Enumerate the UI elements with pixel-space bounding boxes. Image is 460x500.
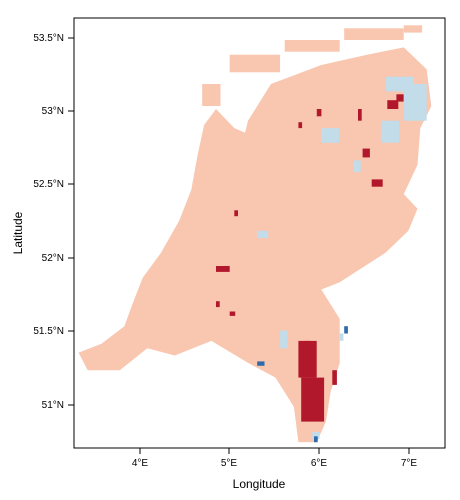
light-blue-patch-2: [403, 84, 427, 121]
dark-red-patch-8: [234, 210, 238, 217]
x-tick-label: 4°E: [132, 458, 149, 469]
patch-layer: [216, 76, 427, 443]
dark-red-patch-5: [362, 148, 370, 158]
y-tick-label: 53°N: [42, 106, 64, 117]
dark-red-patch-1: [387, 100, 399, 109]
dark-red-patch-3: [316, 109, 322, 117]
dark-red-patch-6: [371, 179, 383, 187]
x-axis-title: Longitude: [233, 477, 286, 491]
plot-frame: [73, 17, 446, 449]
x-tick-4: 4°E: [132, 448, 149, 469]
y-tick-label: 52.5°N: [33, 179, 64, 190]
x-tick-7: 7°E: [401, 448, 418, 469]
dark-red-patch-9: [216, 266, 230, 272]
x-tick-label: 5°E: [221, 458, 238, 469]
y-tick-label: 51.5°N: [33, 326, 64, 337]
x-tick-label: 7°E: [401, 458, 418, 469]
y-tick-53.5: 53.5°N: [33, 33, 74, 44]
dark-red-patch-13: [301, 377, 325, 422]
y-tick-52: 52°N: [42, 253, 74, 264]
y-axis-title: Latitude: [11, 211, 25, 254]
y-tick-51: 51°N: [42, 400, 74, 411]
land-region: [78, 47, 432, 443]
wadden-island-3: [284, 40, 340, 52]
light-blue-patch-8: [339, 333, 344, 341]
dark-blue-patch-2: [344, 326, 348, 334]
dark-red-patch-4: [298, 122, 303, 129]
land-layer: [78, 25, 432, 443]
dark-red-patch-11: [216, 301, 220, 308]
land-region-north-holland: [188, 120, 226, 209]
dark-red-patch-7: [358, 109, 362, 121]
x-tick-label: 6°E: [311, 458, 328, 469]
y-tick-label: 52°N: [42, 253, 64, 264]
x-axis: 4°E 5°E 6°E 7°E: [132, 448, 418, 469]
y-tick-51.5: 51.5°N: [33, 326, 74, 337]
y-axis: 53.5°N 53°N 52.5°N 52°N 51.5°N 51°N: [33, 33, 74, 411]
light-blue-patch-5: [353, 160, 361, 173]
dark-blue-patch-1: [257, 361, 265, 366]
y-tick-label: 53.5°N: [33, 33, 64, 44]
dark-red-patch-2: [396, 94, 404, 102]
wadden-island-5: [403, 25, 423, 33]
light-blue-patch-9: [312, 431, 320, 440]
wadden-island-4: [344, 28, 404, 40]
x-tick-5: 5°E: [221, 448, 238, 469]
dark-blue-patch-3: [314, 436, 318, 443]
y-tick-label: 51°N: [42, 400, 64, 411]
dark-red-patch-14: [304, 340, 310, 349]
y-tick-52.5: 52.5°N: [33, 179, 74, 190]
dark-red-patch-12: [298, 340, 317, 378]
x-tick-6: 6°E: [311, 448, 328, 469]
wadden-island-1: [202, 84, 221, 106]
dark-red-patch-15: [332, 370, 337, 385]
dark-red-patch-10: [229, 311, 236, 316]
light-blue-patch-6: [257, 230, 269, 239]
light-blue-patch-4: [321, 128, 340, 143]
y-tick-53: 53°N: [42, 106, 74, 117]
light-blue-patch-7: [280, 330, 288, 349]
wadden-island-2: [229, 54, 281, 73]
light-blue-patch-3: [380, 120, 400, 143]
